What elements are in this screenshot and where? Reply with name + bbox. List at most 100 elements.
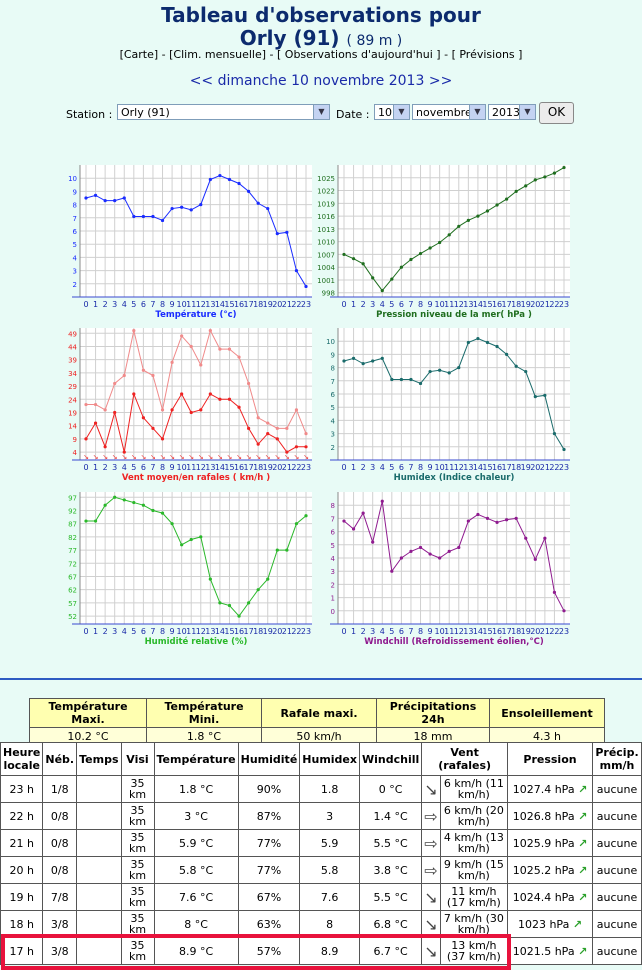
x-tick-label: 17	[502, 300, 512, 309]
y-tick-label: 1001	[317, 277, 335, 285]
x-tick-label: 8	[418, 463, 423, 472]
year-select[interactable]: 2013 ▼	[488, 104, 536, 120]
data-point	[237, 355, 241, 359]
data-point	[103, 199, 107, 203]
cell-humidite: 77%	[237, 829, 301, 857]
x-tick-label: 9	[428, 627, 433, 636]
data-point	[514, 364, 518, 368]
y-tick-label: 7	[331, 515, 335, 523]
y-tick-label: 9	[73, 436, 77, 444]
wind-arrow-icon: ↘	[112, 453, 118, 461]
station-heading: Orly (91) ( 89 m )	[0, 26, 642, 50]
y-tick-label: 52	[68, 613, 77, 621]
x-tick-label: 12	[196, 463, 206, 472]
data-point	[103, 408, 107, 412]
series-line	[85, 392, 306, 453]
x-tick-label: 17	[502, 627, 512, 636]
col-precip: Précip. mm/h	[592, 742, 642, 776]
data-point	[132, 329, 136, 333]
pressure-trend-up-icon: ↗	[578, 809, 588, 823]
x-tick-label: 4	[380, 463, 385, 472]
link-clim-mensuelle[interactable]: [Clim. mensuelle]	[169, 48, 267, 61]
col-temperature: Température	[153, 742, 239, 776]
cell-windchill: 6.8 °C	[358, 910, 423, 938]
cell-vent: 6 km/h (11 km/h)	[439, 775, 509, 803]
cell-precip: aucune	[592, 910, 642, 938]
x-tick-label: 21	[282, 463, 292, 472]
x-tick-label: 18	[253, 300, 263, 309]
data-point	[495, 203, 499, 207]
cell-heure: 18 h	[0, 910, 44, 938]
data-point	[93, 193, 98, 197]
x-tick-label: 5	[131, 627, 136, 636]
y-tick-label: 3	[73, 268, 77, 276]
wind-arrow-icon: ↘	[160, 453, 166, 461]
x-tick-label: 10	[177, 300, 187, 309]
cell-humidite: 90%	[237, 775, 301, 803]
cell-humidex: 8	[299, 910, 360, 938]
x-tick-label: 16	[234, 627, 244, 636]
x-tick-label: 14	[215, 300, 225, 309]
x-tick-label: 1	[93, 463, 98, 472]
next-day-link[interactable]: >>	[428, 73, 453, 89]
wind-direction-icon: ⇨	[421, 802, 441, 830]
data-point	[227, 347, 232, 351]
x-tick-label: 23	[559, 627, 569, 636]
wind-direction-icon: ⇨	[421, 829, 441, 857]
series-line	[343, 338, 565, 450]
prev-day-link[interactable]: <<	[189, 73, 214, 89]
wind-arrow-icon: ↘	[93, 453, 99, 461]
ok-button[interactable]: OK	[539, 102, 574, 124]
col-temps: Temps	[76, 742, 122, 776]
data-point	[132, 214, 136, 219]
y-tick-label: 5	[331, 542, 335, 550]
station-select[interactable]: Orly (91) ▼	[117, 104, 330, 120]
x-tick-label: 15	[224, 627, 234, 636]
cell-temperature: 5.8 °C	[153, 856, 239, 884]
x-tick-label: 0	[341, 463, 346, 472]
y-tick-label: 8	[331, 365, 335, 373]
data-point	[438, 368, 442, 372]
summary-value: 10.2 °C	[29, 727, 147, 745]
data-point	[533, 395, 537, 399]
month-select[interactable]: novembre ▼	[412, 104, 486, 120]
data-point	[113, 410, 117, 415]
data-point	[562, 165, 566, 170]
link-observations-aujourdhui[interactable]: [ Observations d'aujourd'hui ]	[277, 48, 441, 61]
link-carte[interactable]: [Carte]	[119, 48, 159, 61]
x-tick-label: 18	[511, 300, 521, 309]
x-tick-label: 0	[341, 300, 346, 309]
series-line	[343, 167, 565, 292]
x-tick-label: 2	[361, 627, 366, 636]
x-tick-label: 5	[389, 627, 394, 636]
data-point	[180, 392, 184, 396]
data-point	[189, 208, 193, 212]
x-tick-label: 0	[83, 463, 88, 472]
data-point	[409, 377, 413, 382]
y-tick-label: 44	[68, 343, 77, 351]
data-point	[304, 445, 308, 449]
cell-humidite: 63%	[237, 910, 301, 938]
link-previsions[interactable]: [ Prévisions ]	[451, 48, 523, 61]
wind-direction-icon: ↘	[421, 937, 441, 965]
x-tick-label: 22	[291, 627, 301, 636]
x-tick-label: 1	[93, 300, 98, 309]
x-tick-label: 7	[408, 300, 413, 309]
x-tick-label: 19	[263, 300, 273, 309]
x-tick-label: 8	[418, 300, 423, 309]
data-point	[84, 437, 88, 441]
table-row: 17 h 3/8 35 km 8.9 °C 57% 8.9 6.7 °C ↘ 13 km/h (…	[0, 937, 642, 965]
data-point	[361, 511, 365, 515]
y-tick-label: 39	[68, 357, 77, 365]
day-select[interactable]: 10 ▼	[374, 104, 410, 120]
x-tick-label: 22	[549, 627, 559, 636]
x-tick-label: 22	[291, 300, 301, 309]
data-point	[256, 588, 260, 592]
x-tick-label: 12	[454, 300, 464, 309]
data-point	[418, 545, 423, 550]
x-tick-label: 3	[370, 463, 375, 472]
cell-windchill: 6.7 °C	[358, 937, 423, 965]
cell-vent: 7 km/h (30 km/h)	[439, 910, 509, 938]
data-point	[237, 614, 241, 618]
